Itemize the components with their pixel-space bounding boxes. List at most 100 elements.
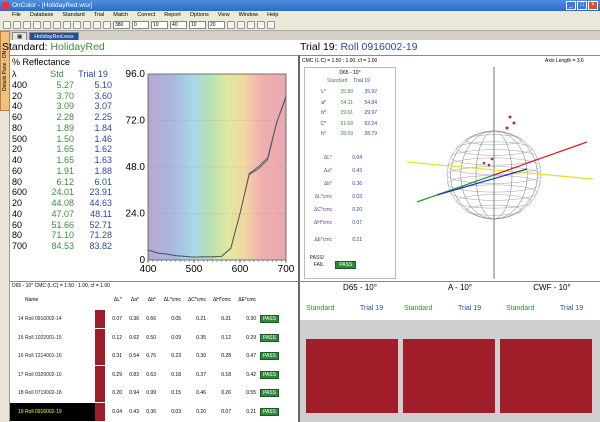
reflectance-row: 40 3.09 3.07 [10,101,114,112]
menu-database[interactable]: Database [29,12,54,18]
trial-point [482,161,486,165]
swatch-a [403,339,495,413]
batch-swatch [95,402,105,421]
sphere-parallel [456,194,532,209]
menu-standard[interactable]: Standard [62,12,85,18]
standard-icon[interactable] [43,21,51,29]
zoom-icon[interactable] [227,21,235,29]
range-start-select[interactable]: 380 [113,21,130,29]
delta-cell: 0.20 [196,408,206,415]
sphere-parallel [446,166,542,184]
list-header: D65 - 10° CMC (L:C) = 1.50 : 1.00, cf = … [12,283,110,289]
reflectance-point [248,173,250,175]
maximize-button[interactable]: □ [577,1,587,10]
reflectance-row: 40 1.65 1.63 [10,155,114,166]
sphere-meridian [450,130,538,220]
delta-cell: 0.23 [171,353,181,359]
delta-cell: 0.35 [196,334,206,341]
cie-row: L* 35.89 35.92 [321,89,377,95]
delta-cell: 0.29 [246,334,256,341]
interval-select[interactable]: 10 [189,21,206,29]
illuminant-label: D65 - 10° [339,70,361,76]
menu-window[interactable]: Window [238,12,259,18]
trial-value-cell: 1.84 [94,122,112,133]
reflectance-chart-svg: 0 24.0 48.0 72.0 96.0 400 500 600 700 [126,69,295,275]
reflectance-point [165,253,167,255]
trial-value-cell: 48.11 [90,208,112,219]
x-tick-label: 400 [140,264,157,275]
std-value-cell: 1.50 [56,133,74,144]
report-icon[interactable] [93,21,101,29]
settings-icon[interactable] [257,21,265,29]
step-select[interactable]: 10 [151,21,168,29]
chart-icon[interactable] [237,21,245,29]
open-icon[interactable] [13,21,21,29]
doc-tab-icon[interactable]: ▦ [12,32,28,40]
batch-name: 14 Roll 0916002-14 [18,316,62,322]
menu-file[interactable]: File [12,12,21,18]
delta-cell: 0.21 [196,316,206,322]
batch-list-row[interactable]: 14 Roll 0916002-14 0.07 0.36 0.66 0.05 0.21 0.… [10,310,300,328]
a-trial-label: Trial 19 [458,305,482,312]
reflectance-point [239,213,241,215]
trial-value-cell: 5.10 [94,79,112,90]
reflectance-point [257,166,259,168]
wavelength-cell: 60 [12,165,23,176]
menu-view[interactable]: View [217,12,230,18]
menu-options[interactable]: Options [189,12,209,18]
std-value-cell: 2.28 [56,112,74,122]
reflectance-point [202,256,204,258]
table-icon[interactable] [247,21,255,29]
grid-icon[interactable] [103,21,111,29]
reflectance-row: 500 1.50 1.46 [10,134,114,145]
menu-report[interactable]: Report [164,12,181,18]
reflectance-point [147,249,149,251]
menu-correct[interactable]: Correct [137,12,156,18]
batch-list-row[interactable]: 19 Roll 0916002-19 0.04 0.43 0.36 0.03 0.20 0.… [10,402,300,421]
std-value-cell: 1.89 [56,122,74,133]
range-min-select[interactable]: 0 [132,21,149,29]
delta-cell: 0.09 [171,334,181,341]
new-icon[interactable] [3,21,11,29]
d65-standard-label: Standard [306,305,335,312]
divider [10,55,600,56]
trial-icon[interactable] [53,21,61,29]
delta-cell: 0.12 [221,334,231,341]
range-max-select[interactable]: 40 [170,21,187,29]
help-icon[interactable] [267,21,275,29]
batch-list-row[interactable]: 17 Roll 0329002-16 0.29 0.83 0.63 0.18 0.37 0.… [10,365,300,384]
menu-help[interactable]: Help [267,12,279,18]
list-columns: Name ΔL* Δa* Δb* ΔL*cmc ΔC*cmc ΔH*cmc ΔE… [25,297,256,303]
y-tick-label: 96.0 [126,69,146,80]
close-button[interactable]: × [588,1,598,10]
y-tick-label: 72.0 [126,116,146,127]
std-value-cell: 1.65 [56,155,74,165]
match-icon[interactable] [73,21,81,29]
save-icon[interactable] [23,21,31,29]
menu-match[interactable]: Match [113,12,129,18]
reflectance-row: 20 1.65 1.62 [10,144,114,155]
x-tick-label: 600 [232,264,249,275]
trial-point [512,121,516,125]
batch-pass-badge: PASS [260,407,279,416]
std-value-cell: 1.91 [56,165,74,176]
standard-header: Standard: HolidayRed [2,41,105,53]
batch-list-row[interactable]: 18 Roll 0719002-18 0.20 0.94 0.99 0.15 0.46 0.… [10,384,300,402]
batch-list-row[interactable]: 16 Roll 1214001-16 0.31 0.54 0.76 0.23 0.30 0.… [10,347,300,365]
doc-tab-holidayred[interactable]: HolidayRed.wsx [29,32,79,40]
batch-list-row[interactable]: 15 Roll 1022001-15 0.12 0.62 0.50 0.09 0.35 0.… [10,328,300,347]
menu-trial[interactable]: Trial [93,12,105,18]
delta-cell: 0.18 [221,371,231,378]
correct-icon[interactable] [83,21,91,29]
menu-bar: File Database Standard Trial Match Corre… [0,11,600,20]
measure-icon[interactable] [63,21,71,29]
minimize-button[interactable]: _ [566,1,576,10]
reflectance-row: 400 5.27 5.10 [10,80,114,91]
std-value-cell: 3.70 [56,90,74,101]
reflectance-series-line [147,97,287,258]
print-icon[interactable] [33,21,41,29]
batch-swatch [95,310,105,328]
cie-row: a* 54.11 54.84 [321,99,377,106]
scale-select[interactable]: 20 [208,21,225,29]
trial-value-cell: 1.46 [94,133,112,144]
